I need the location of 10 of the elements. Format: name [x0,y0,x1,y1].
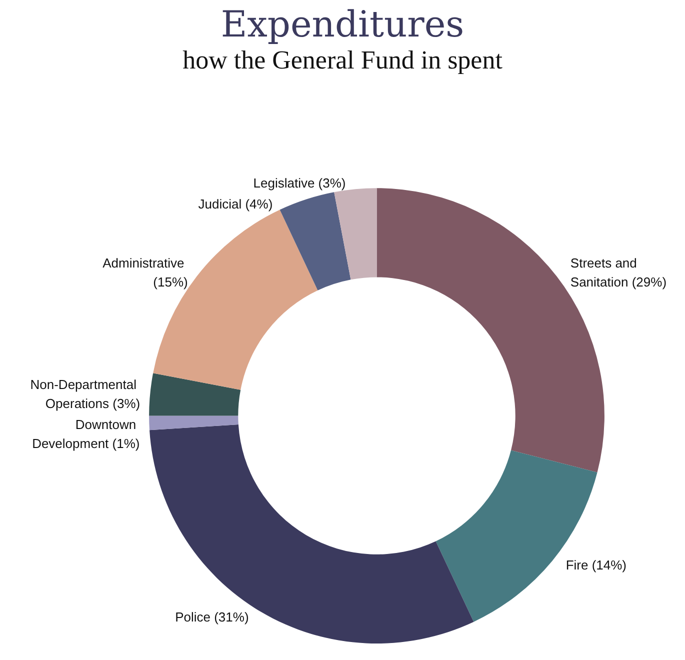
slice-label: Police (31%) [175,609,249,624]
slice-label: Downtown Development (1%) [32,416,140,451]
slice-label: Judicial (4%) [198,196,273,212]
chart-title: Expenditures [220,4,464,46]
slice-label: Legislative (3%) [253,176,346,191]
slice-label: Administrative (15%) [102,256,188,290]
slice-label: Streets and Sanitation (29%) [570,256,667,290]
slice-label: Fire (14%) [566,557,627,572]
chart-subtitle: how the General Fund in spent [182,46,504,74]
slice-label: Non-Departmental Operations (3%) [30,376,140,411]
